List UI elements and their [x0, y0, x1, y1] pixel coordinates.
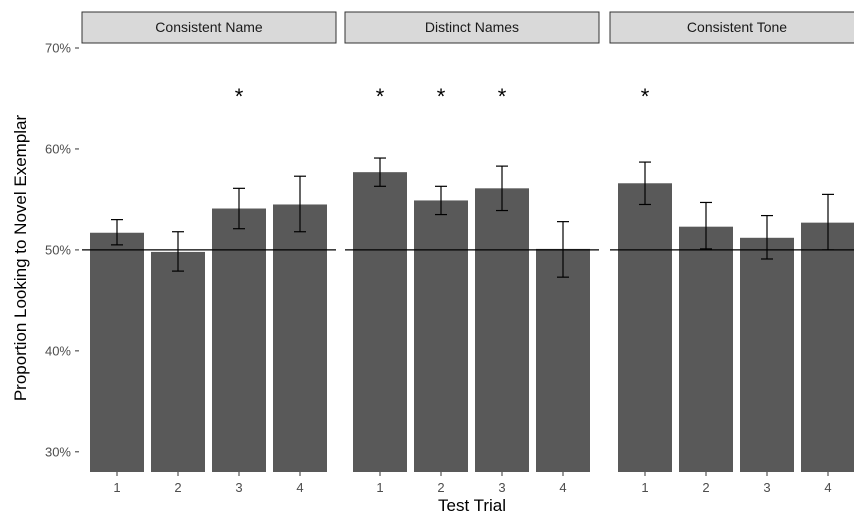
bar — [353, 172, 407, 472]
y-tick-label: 40% — [45, 343, 71, 358]
y-tick-label: 30% — [45, 444, 71, 459]
chart-panels: Consistent Name 1 2 3 * 4 Distinct Names 1 * 2 * 3 *… — [81, 11, 854, 495]
y-tick-label: 70% — [45, 41, 71, 56]
bar — [801, 222, 854, 472]
x-tick-label: 3 — [498, 480, 505, 495]
bar — [151, 251, 205, 472]
x-tick-label: 2 — [437, 480, 444, 495]
facet-panel: Consistent Name 1 2 3 * 4 — [81, 11, 337, 495]
x-tick-label: 3 — [235, 480, 242, 495]
significance-marker: * — [235, 84, 244, 109]
bar — [536, 248, 590, 472]
x-tick-label: 4 — [824, 480, 831, 495]
x-tick-label: 1 — [641, 480, 648, 495]
x-tick-label: 3 — [763, 480, 770, 495]
x-axis-title: Test Trial — [438, 496, 506, 515]
significance-marker: * — [376, 84, 385, 109]
y-tick-label: 60% — [45, 141, 71, 156]
significance-marker: * — [437, 84, 446, 109]
bar — [618, 183, 672, 472]
facet-strip-label: Distinct Names — [425, 19, 519, 35]
bar — [414, 200, 468, 472]
bar — [90, 232, 144, 472]
y-tick-label: 50% — [45, 242, 71, 257]
x-tick-label: 1 — [113, 480, 120, 495]
y-axis-title: Proportion Looking to Novel Exemplar — [11, 115, 30, 402]
bar — [475, 188, 529, 473]
facet-strip-label: Consistent Tone — [687, 19, 787, 35]
facet-strip — [609, 11, 854, 44]
x-tick-label: 4 — [559, 480, 566, 495]
y-axis: 30% 40% 50% 60% 70% — [45, 41, 79, 459]
bar — [212, 208, 266, 472]
significance-marker: * — [498, 84, 507, 109]
facet-strip — [344, 11, 600, 44]
facet-strip-label: Consistent Name — [155, 19, 263, 35]
bar — [679, 226, 733, 472]
x-tick-label: 1 — [376, 480, 383, 495]
bar — [740, 237, 794, 472]
bar — [273, 204, 327, 472]
x-tick-label: 2 — [174, 480, 181, 495]
facet-panel: Distinct Names 1 * 2 * 3 * 4 — [344, 11, 600, 495]
facet-panel: Consistent Tone 1 * 2 3 4 — [609, 11, 854, 495]
x-tick-label: 4 — [296, 480, 303, 495]
facet-strip — [81, 11, 337, 44]
significance-marker: * — [641, 84, 650, 109]
x-tick-label: 2 — [702, 480, 709, 495]
